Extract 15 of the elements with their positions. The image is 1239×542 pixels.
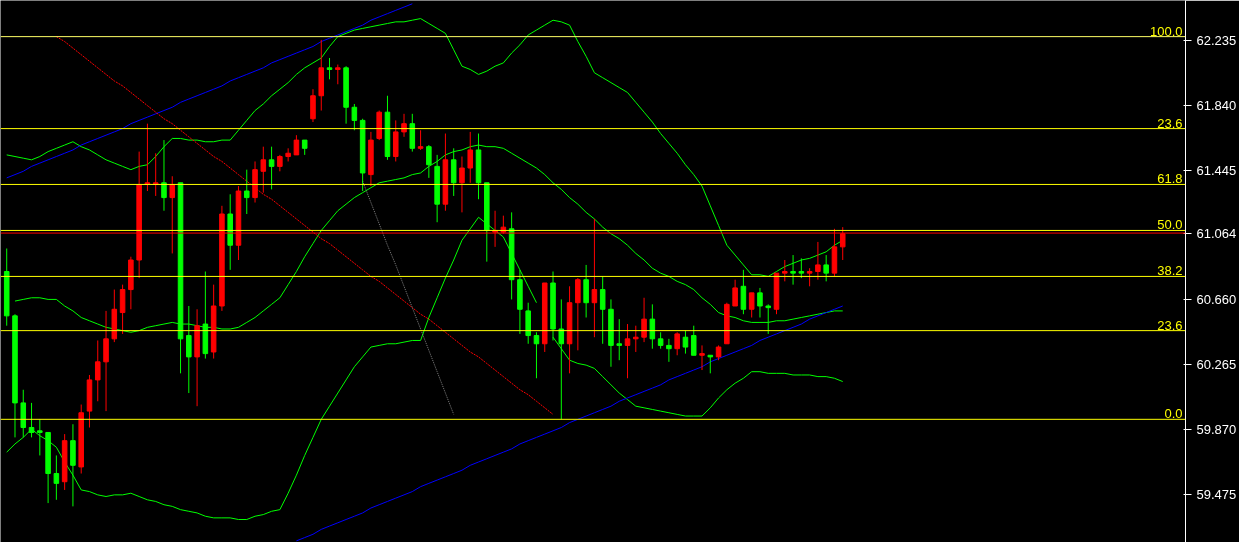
annotation: 50.0 xyxy=(1157,217,1183,233)
y-tick-label: 60.660 xyxy=(1196,291,1237,307)
annotation: 38.2 xyxy=(1157,263,1183,279)
y-tick-label: 61.840 xyxy=(1196,98,1237,114)
annotation: 100.0 xyxy=(1149,23,1183,39)
annotation: 0.0 xyxy=(1164,406,1183,422)
y-tick-label: 60.265 xyxy=(1196,356,1237,372)
y-tick-label: 59.870 xyxy=(1196,421,1237,437)
y-tick-label: 59.475 xyxy=(1196,486,1237,502)
y-tick-label: 62.235 xyxy=(1196,33,1237,49)
y-tick-label: 61.064 xyxy=(1196,225,1237,241)
annotation: 23.6 xyxy=(1157,115,1183,131)
y-tick-label: 61.445 xyxy=(1196,162,1237,178)
annotation: 23.6 xyxy=(1157,317,1183,333)
annotation: 61.8 xyxy=(1157,171,1183,187)
